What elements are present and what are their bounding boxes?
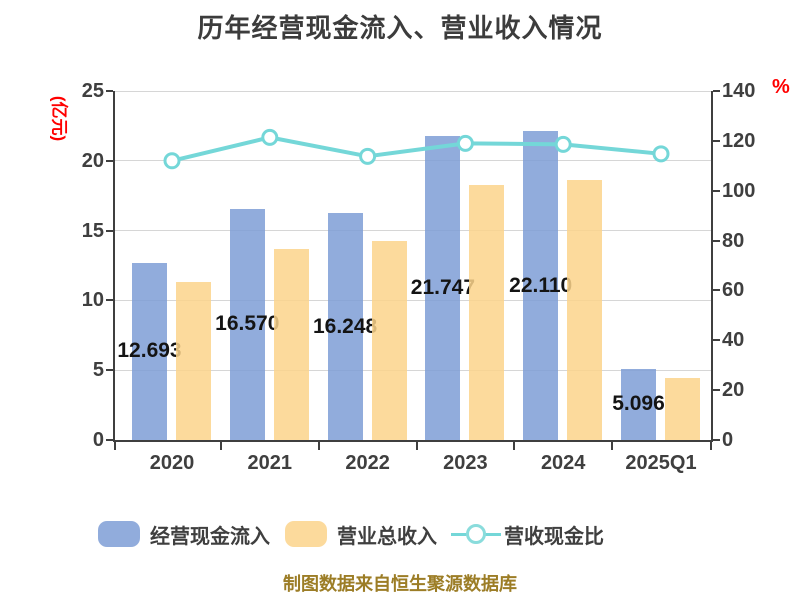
y-axis-right-tick-label: 140	[722, 80, 756, 102]
revenue-swatch-icon	[285, 521, 327, 547]
ratio-line-marker-icon	[466, 524, 486, 544]
bar-value-label: 16.248	[312, 314, 378, 338]
y-axis-left-tick-label: 10	[81, 289, 104, 312]
right-axis-unit-label: %	[772, 76, 790, 98]
y-axis-left-tick	[106, 439, 113, 441]
x-axis-tick	[611, 442, 614, 450]
gridline	[115, 160, 711, 162]
bar-revenue-2023	[469, 184, 505, 440]
bar-value-label: 21.747	[410, 276, 475, 300]
y-axis-left-tick	[106, 369, 113, 372]
bar-revenue-2021	[273, 249, 309, 440]
bar-revenue-2024	[567, 179, 603, 440]
y-axis-right-tick	[713, 389, 720, 392]
y-axis-left-tick	[106, 299, 113, 302]
data-source-note: 制图数据来自恒生聚源数据库	[283, 574, 517, 594]
legend-item-cash-inflow: 经营现金流入	[98, 520, 270, 548]
ratio-marker	[652, 145, 670, 163]
ratio-line	[170, 135, 663, 163]
cash-inflow-swatch-icon	[98, 521, 140, 547]
x-axis-line	[113, 440, 713, 442]
bar-cash-inflow-2025Q1	[621, 368, 656, 440]
y-axis-right-tick-label: 100	[722, 179, 756, 202]
x-axis-tick	[219, 442, 222, 450]
y-axis-left-tick-label: 15	[81, 219, 104, 242]
gridline	[115, 90, 711, 92]
y-axis-left-tick-label: 25	[81, 80, 104, 102]
ratio-marker	[456, 134, 474, 152]
gridline	[115, 230, 711, 232]
y-axis-right-tick-label: 40	[722, 329, 745, 352]
y-axis-right-tick	[713, 189, 720, 192]
bar-revenue-2020	[176, 281, 211, 440]
x-axis-tick-label: 2022	[345, 452, 390, 474]
bar-revenue-2025Q1	[665, 378, 700, 440]
bar-cash-inflow-2022	[327, 213, 363, 440]
y-axis-left-tick	[106, 90, 113, 92]
bar-cash-inflow-2023	[425, 136, 461, 440]
y-axis-left-tick-label: 0	[92, 429, 104, 451]
y-axis-left-tick-label: 20	[81, 149, 104, 172]
y-axis-right-line	[711, 91, 713, 442]
y-axis-right-tick	[713, 90, 720, 92]
y-axis-right-tick	[713, 339, 720, 342]
y-axis-left-tick-label: 5	[92, 359, 104, 382]
y-axis-right-tick	[713, 289, 720, 292]
bar-cash-inflow-2021	[229, 208, 265, 440]
bar-cash-inflow-2020	[132, 262, 167, 440]
y-axis-right-tick-label: 0	[722, 429, 734, 451]
legend-label-ratio: 营收现金比	[504, 525, 604, 548]
bar-cash-inflow-2024	[523, 131, 559, 440]
x-axis-tick-label: 2021	[247, 452, 293, 474]
x-axis-tick	[710, 442, 712, 450]
x-axis-tick	[513, 442, 516, 450]
legend-label-revenue: 营业总收入	[337, 525, 437, 548]
legend-label-cash-inflow: 经营现金流入	[150, 525, 270, 548]
y-axis-right-tick	[713, 439, 720, 441]
bar-value-label: 16.570	[215, 312, 280, 336]
legend-item-revenue: 营业总收入	[285, 520, 437, 548]
gridline	[115, 369, 711, 371]
legend: 经营现金流入 营业总收入 营收现金比	[0, 520, 800, 552]
y-axis-right-tick-label: 80	[722, 229, 745, 252]
y-axis-right-tick-label: 20	[722, 379, 745, 402]
legend-item-ratio: 营收现金比	[451, 520, 604, 548]
bar-value-label: 12.693	[117, 339, 182, 363]
y-axis-right-tick	[713, 239, 720, 242]
x-axis-tick-label: 2024	[540, 452, 586, 474]
x-axis-tick	[114, 442, 116, 450]
x-axis-tick	[317, 442, 320, 450]
bar-value-label: 5.096	[612, 392, 665, 416]
gridline	[115, 299, 711, 301]
x-axis-tick-label: 2025Q1	[625, 452, 697, 474]
ratio-marker	[261, 128, 279, 146]
x-axis-tick-label: 2023	[443, 452, 488, 474]
x-axis-tick	[415, 442, 418, 450]
y-axis-right-tick-label: 120	[722, 129, 756, 152]
ratio-marker	[554, 135, 572, 153]
chart-title: 历年经营现金流入、营业收入情况	[197, 13, 603, 43]
y-axis-left-tick	[106, 159, 113, 162]
y-axis-right-tick-label: 60	[722, 279, 745, 302]
ratio-line-swatch-icon	[451, 520, 501, 548]
bar-revenue-2022	[371, 240, 407, 440]
bar-value-label: 22.110	[509, 273, 573, 297]
y-axis-left-tick	[106, 229, 113, 232]
x-axis-tick-label: 2020	[149, 452, 195, 474]
y-axis-right-tick	[713, 139, 720, 142]
left-axis-unit-label: (亿元)	[49, 95, 69, 142]
y-axis-left-line	[113, 91, 115, 442]
